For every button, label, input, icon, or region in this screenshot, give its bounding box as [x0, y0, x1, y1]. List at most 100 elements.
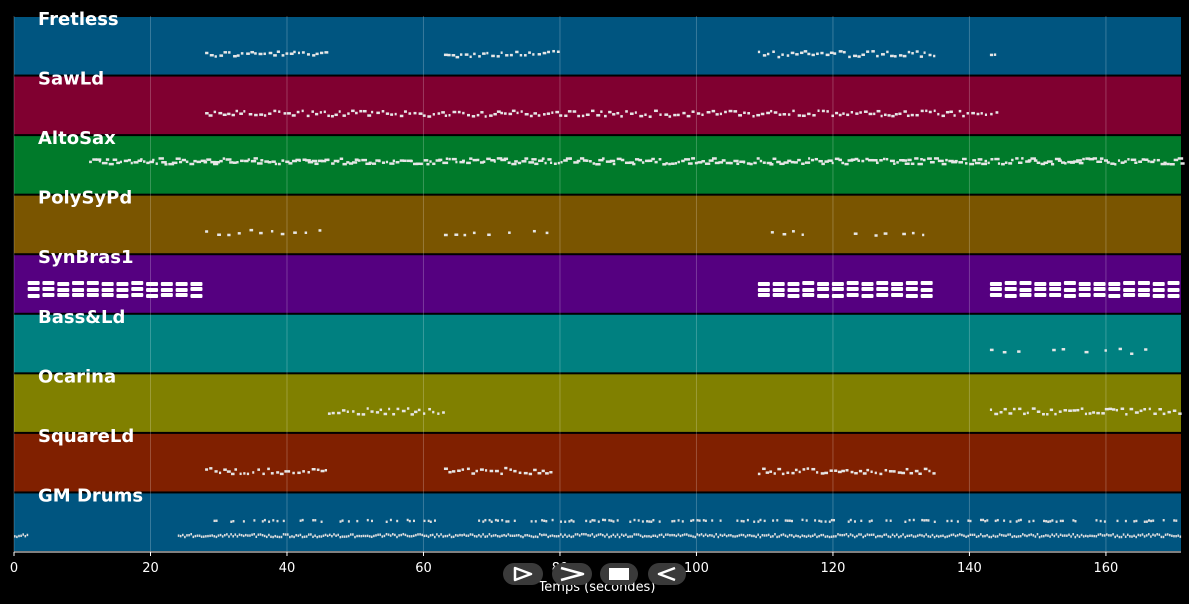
- note: [933, 535, 936, 539]
- note: [1019, 534, 1022, 538]
- note: [433, 535, 436, 539]
- note: [891, 114, 895, 118]
- note: [592, 162, 596, 165]
- note: [862, 472, 867, 475]
- note: [367, 114, 372, 117]
- note: [984, 159, 988, 163]
- note: [376, 111, 380, 115]
- note: [1108, 294, 1121, 299]
- note: [1019, 281, 1032, 286]
- note: [946, 519, 949, 523]
- note: [1009, 533, 1011, 536]
- note: [484, 518, 487, 522]
- note: [980, 112, 983, 115]
- note: [370, 410, 374, 413]
- note: [885, 519, 888, 522]
- note: [401, 409, 406, 413]
- note: [1148, 407, 1151, 411]
- note: [1003, 407, 1007, 411]
- note: [1114, 163, 1117, 166]
- note: [1152, 294, 1165, 299]
- note: [918, 472, 922, 476]
- note: [814, 533, 816, 536]
- note: [1134, 411, 1139, 414]
- note: [133, 161, 139, 164]
- note: [130, 161, 133, 165]
- note: [394, 112, 397, 116]
- note: [354, 535, 356, 539]
- note: [755, 535, 757, 539]
- note: [1163, 161, 1167, 165]
- note: [511, 162, 517, 166]
- stop-button[interactable]: [600, 563, 638, 585]
- note: [500, 472, 503, 476]
- note: [1125, 413, 1128, 416]
- note: [989, 348, 994, 352]
- note: [1072, 519, 1075, 522]
- note: [305, 535, 308, 538]
- note: [831, 287, 844, 292]
- note: [765, 471, 770, 474]
- note: [757, 293, 770, 298]
- note: [533, 468, 537, 472]
- note: [898, 112, 902, 116]
- note: [209, 534, 211, 538]
- note: [366, 518, 369, 522]
- note: [473, 52, 476, 56]
- note: [213, 162, 219, 166]
- note: [677, 519, 680, 522]
- note: [26, 533, 29, 537]
- note: [967, 534, 969, 538]
- note: [1017, 350, 1021, 353]
- note: [207, 534, 209, 538]
- note: [235, 109, 239, 113]
- note: [259, 113, 264, 116]
- note: [995, 111, 999, 114]
- note: [698, 534, 701, 537]
- fast-forward-button[interactable]: [552, 563, 592, 585]
- note: [862, 535, 864, 539]
- note: [553, 162, 557, 166]
- note: [646, 520, 649, 523]
- note: [1153, 412, 1157, 416]
- note: [1033, 159, 1038, 162]
- note: [1015, 535, 1018, 538]
- note: [622, 534, 625, 537]
- note: [920, 281, 933, 286]
- note: [807, 534, 810, 537]
- note: [828, 520, 831, 523]
- note: [920, 109, 924, 113]
- note: [306, 53, 310, 56]
- note: [797, 158, 801, 162]
- rewind-button[interactable]: [648, 563, 686, 585]
- note: [841, 469, 845, 473]
- play-button[interactable]: [503, 563, 543, 585]
- note: [1058, 410, 1062, 413]
- note: [242, 534, 245, 538]
- note: [958, 161, 963, 164]
- note: [1063, 288, 1076, 293]
- note: [496, 110, 501, 113]
- fast-forward-icon: [560, 566, 585, 582]
- note: [387, 533, 390, 536]
- note: [509, 468, 512, 471]
- note: [1004, 281, 1017, 286]
- note: [843, 533, 846, 537]
- note: [1042, 519, 1045, 523]
- note: [232, 535, 234, 538]
- note: [794, 468, 798, 472]
- note: [711, 109, 716, 113]
- note: [639, 114, 644, 118]
- note: [891, 293, 904, 298]
- note: [1063, 534, 1066, 537]
- note: [786, 54, 790, 57]
- note: [820, 472, 825, 475]
- note: [782, 232, 787, 236]
- note: [263, 534, 266, 538]
- x-tick-label: 140: [957, 561, 982, 576]
- note: [254, 52, 257, 55]
- note: [564, 520, 567, 523]
- note: [867, 158, 874, 162]
- note: [834, 157, 840, 161]
- note: [798, 470, 801, 474]
